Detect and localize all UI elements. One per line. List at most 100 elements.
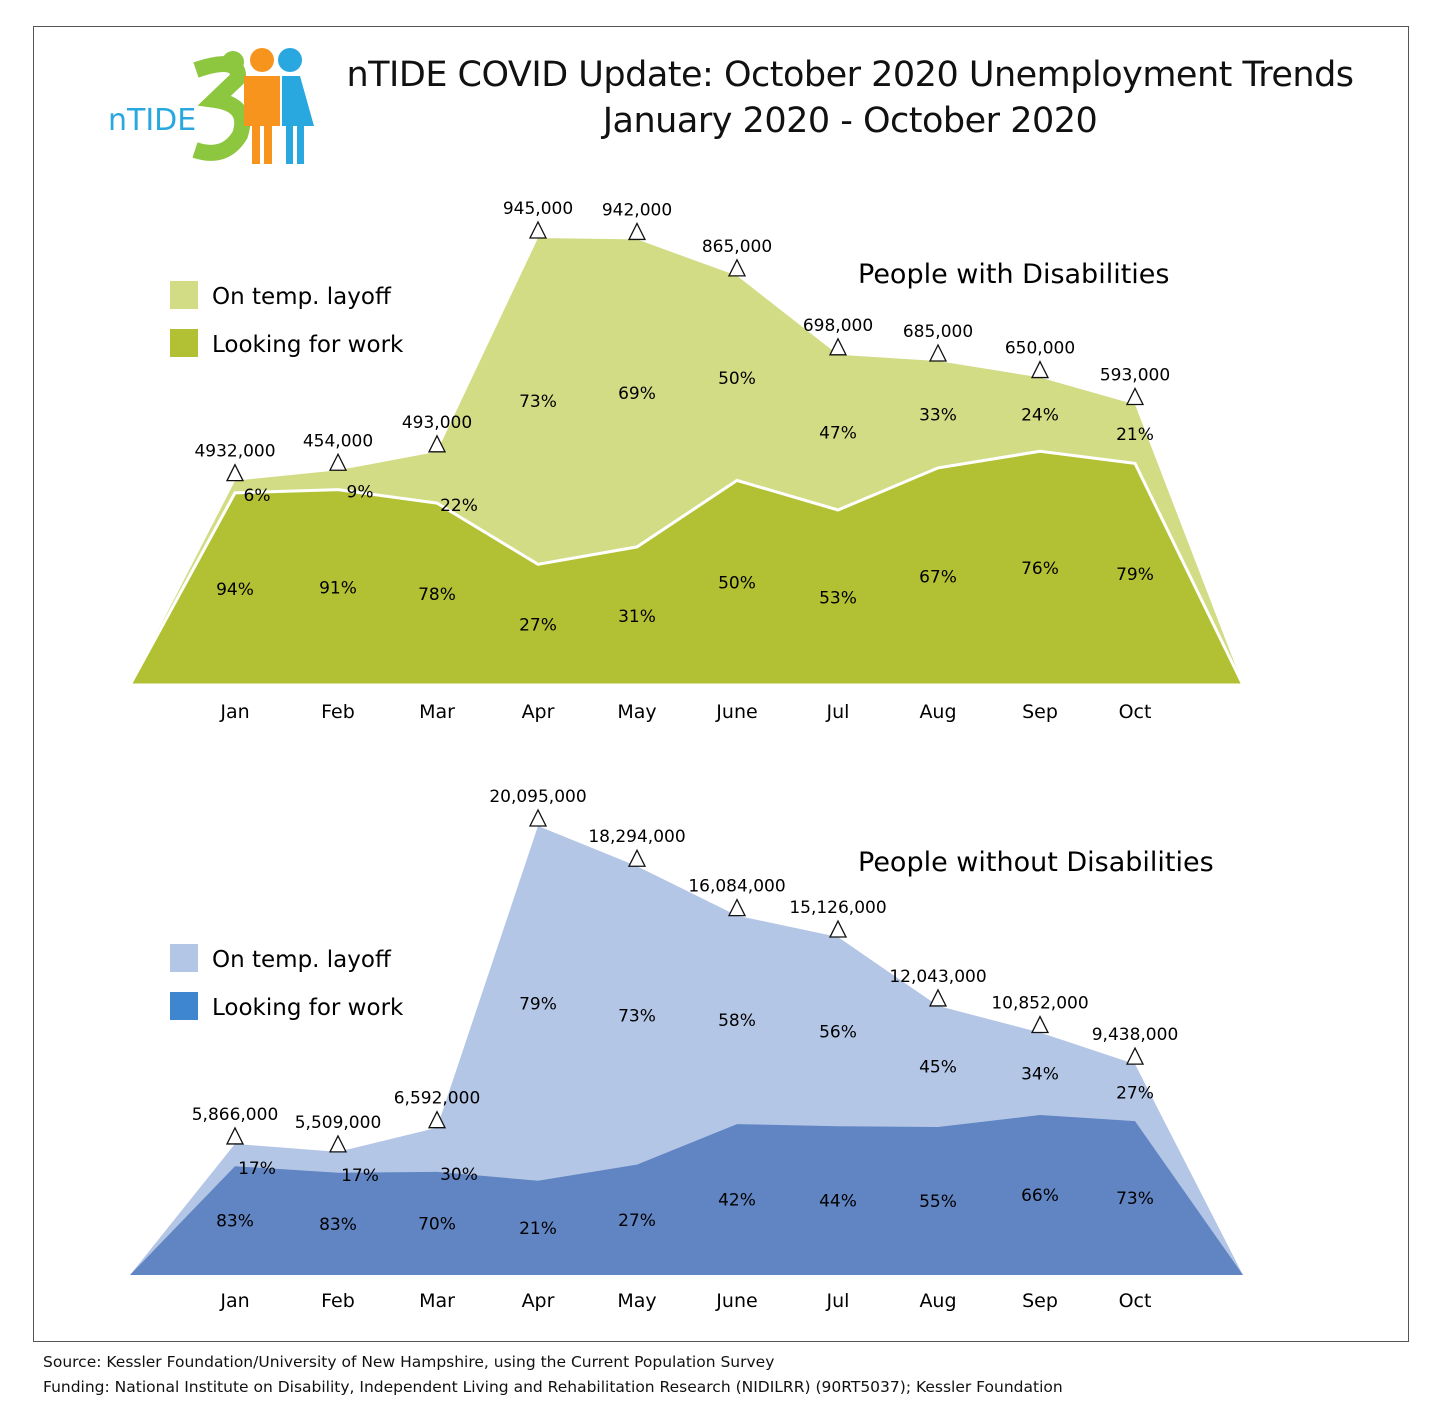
layoff-percent-label: 6% (244, 486, 271, 506)
layoff-percent-label: 73% (618, 1006, 656, 1026)
looking-percent-label: 21% (519, 1219, 557, 1239)
total-marker (727, 898, 747, 917)
layoff-percent-label: 58% (718, 1011, 756, 1031)
legend-swatch (170, 944, 198, 972)
looking-percent-label: 31% (618, 607, 656, 627)
chart-title: nTIDE COVID Update: October 2020 Unemplo… (320, 52, 1380, 144)
looking-percent-label: 79% (1116, 565, 1154, 585)
month-tick-label: Oct (1119, 1290, 1152, 1312)
looking-percent-label: 94% (216, 580, 254, 600)
looking-percent-label: 44% (819, 1192, 857, 1212)
total-marker (225, 1126, 245, 1145)
layoff-percent-label: 27% (1116, 1084, 1154, 1104)
layoff-percent-label: 24% (1021, 405, 1059, 425)
layoff-percent-label: 30% (440, 1165, 478, 1185)
looking-percent-label: 27% (618, 1211, 656, 1231)
month-tick-label: Aug (919, 701, 956, 723)
legend-swatch (170, 281, 198, 309)
month-tick-label: Mar (419, 1290, 455, 1312)
total-label: 6,592,000 (394, 1089, 481, 1109)
looking-percent-label: 70% (418, 1214, 456, 1234)
panel-title: People without Disabilities (858, 847, 1214, 878)
total-label: 18,294,000 (588, 827, 685, 847)
ntide-logo: nTIDE (108, 48, 314, 164)
looking-percent-label: 67% (919, 567, 957, 587)
looking-percent-label: 76% (1021, 559, 1059, 579)
total-marker (928, 343, 948, 362)
legend-label: Looking for work (212, 995, 404, 1021)
month-tick-label: May (617, 701, 656, 723)
layoff-percent-label: 47% (819, 423, 857, 443)
total-label: 865,000 (702, 237, 772, 257)
total-label: 15,126,000 (789, 898, 886, 918)
total-label: 593,000 (1100, 366, 1170, 386)
total-marker (427, 434, 447, 453)
source-note: Source: Kessler Foundation/University of… (43, 1353, 775, 1371)
month-tick-label: June (715, 701, 757, 723)
total-marker (225, 463, 245, 482)
total-label: 10,852,000 (991, 994, 1088, 1014)
layoff-percent-label: 79% (519, 994, 557, 1014)
funding-note: Funding: National Institute on Disabilit… (43, 1378, 1063, 1396)
total-marker (427, 1110, 447, 1129)
looking-percent-label: 66% (1021, 1186, 1059, 1206)
total-marker (328, 452, 348, 471)
total-label: 942,000 (602, 200, 672, 220)
layoff-percent-label: 9% (347, 483, 374, 503)
legend-label: On temp. layoff (212, 947, 392, 973)
total-marker (828, 919, 848, 938)
month-tick-label: Jan (219, 701, 249, 723)
looking-percent-label: 78% (418, 585, 456, 605)
total-label: 12,043,000 (889, 967, 986, 987)
total-marker (528, 220, 548, 239)
layoff-percent-label: 34% (1021, 1065, 1059, 1085)
chart-1: 4932,000 6% 94% Jan 454,000 9% 91% Feb 493,000 22… (127, 199, 1246, 723)
legend-swatch (170, 329, 198, 357)
total-marker (1125, 387, 1145, 406)
looking-percent-label: 53% (819, 589, 857, 609)
layoff-percent-label: 56% (819, 1023, 857, 1043)
total-marker (328, 1134, 348, 1153)
month-tick-label: Feb (321, 701, 355, 723)
layoff-percent-label: 69% (618, 384, 656, 404)
month-tick-label: Jan (219, 1290, 249, 1312)
total-marker (528, 808, 548, 827)
month-tick-label: Feb (321, 1290, 355, 1312)
chart-frame (33, 26, 1409, 1342)
month-tick-label: Apr (522, 1290, 555, 1312)
legend-label: On temp. layoff (212, 284, 392, 310)
total-label: 685,000 (903, 322, 973, 342)
title-line-1: nTIDE COVID Update: October 2020 Unemplo… (346, 55, 1354, 95)
legend-swatch (170, 992, 198, 1020)
month-tick-label: Mar (419, 701, 455, 723)
total-label: 5,509,000 (295, 1113, 382, 1133)
total-label: 16,084,000 (688, 877, 785, 897)
layoff-percent-label: 73% (519, 392, 557, 412)
looking-percent-label: 55% (919, 1192, 957, 1212)
month-tick-label: Sep (1022, 1290, 1058, 1312)
layoff-percent-label: 17% (341, 1166, 379, 1186)
total-marker (928, 988, 948, 1007)
looking-percent-label: 73% (1116, 1189, 1154, 1209)
looking-percent-label: 83% (216, 1212, 254, 1232)
total-marker (1125, 1046, 1145, 1065)
total-marker (1030, 360, 1050, 379)
total-marker (828, 337, 848, 356)
total-marker (727, 258, 747, 277)
layoff-percent-label: 22% (440, 496, 478, 516)
title-line-2: January 2020 - October 2020 (602, 101, 1098, 141)
month-tick-label: Apr (522, 701, 555, 723)
looking-percent-label: 83% (319, 1215, 357, 1235)
total-label: 20,095,000 (489, 787, 586, 807)
panel-title: People with Disabilities (858, 259, 1169, 290)
looking-percent-label: 50% (718, 574, 756, 594)
total-label: 698,000 (803, 316, 873, 336)
month-tick-label: May (617, 1290, 656, 1312)
total-marker (1030, 1015, 1050, 1034)
layoff-percent-label: 21% (1116, 425, 1154, 445)
legend-label: Looking for work (212, 332, 404, 358)
layoff-percent-label: 33% (919, 405, 957, 425)
total-label: 5,866,000 (192, 1105, 279, 1125)
month-tick-label: Jul (826, 701, 850, 723)
